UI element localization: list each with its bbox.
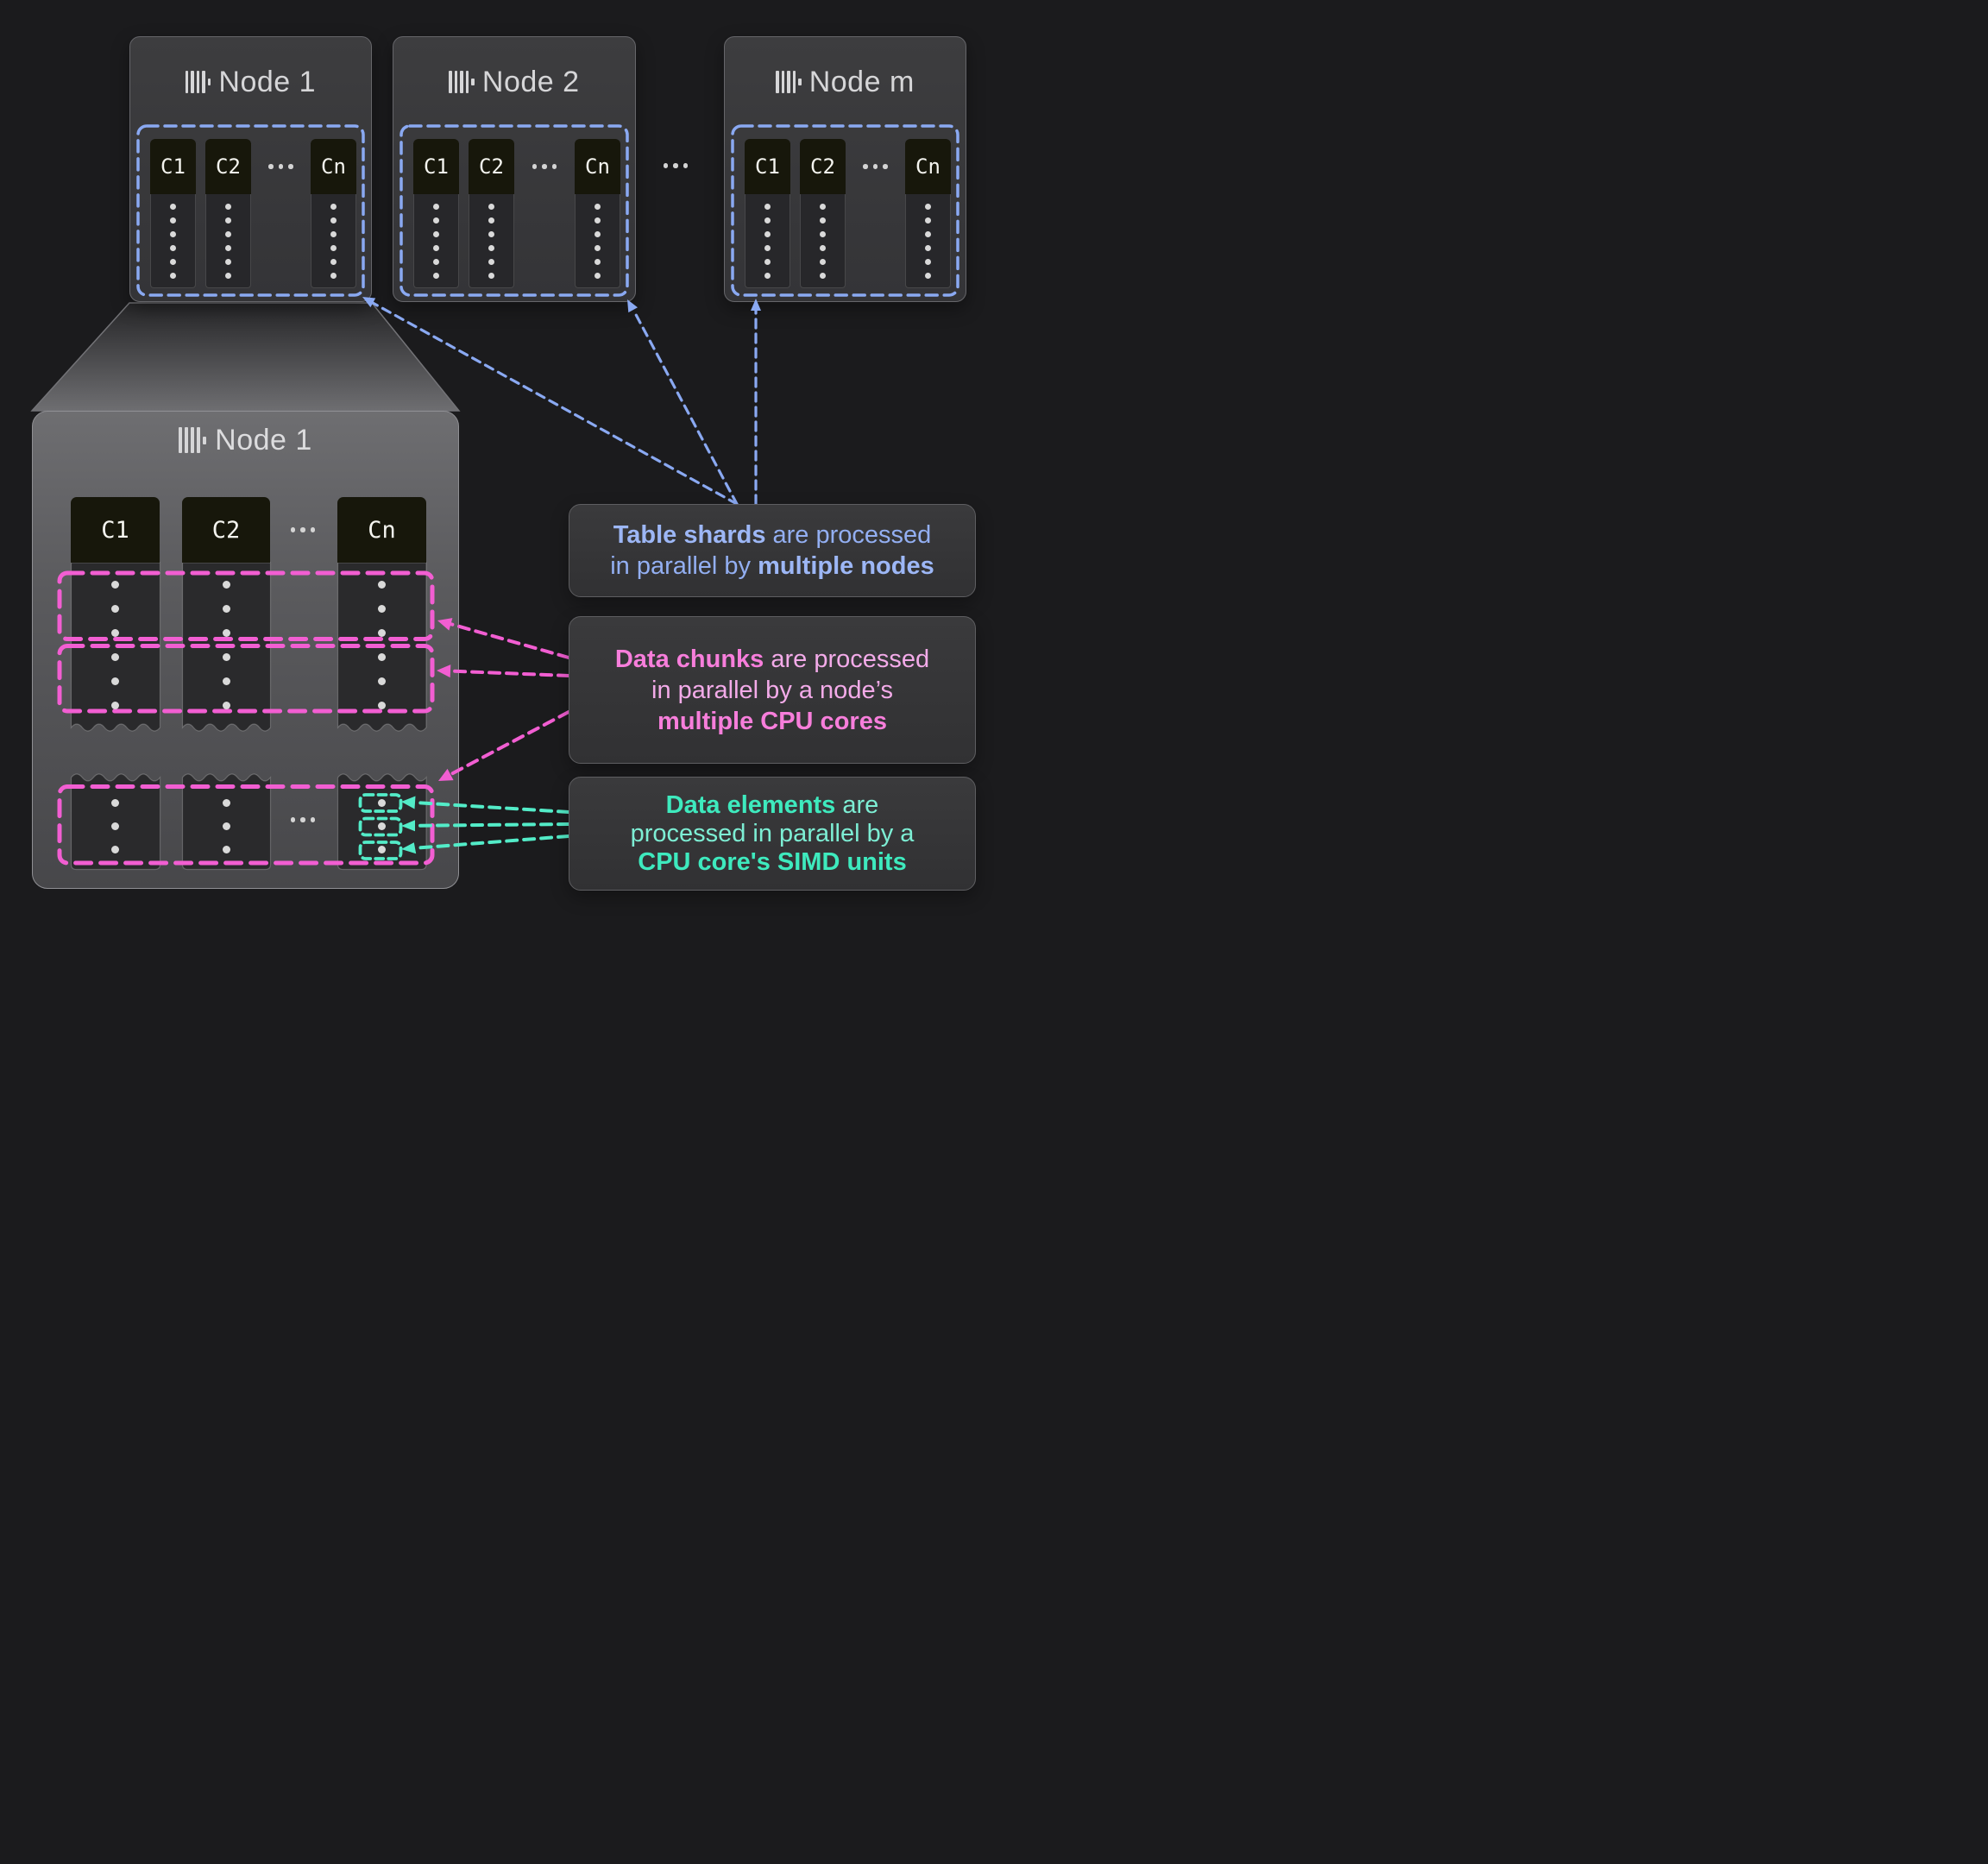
- column-data-dots: [746, 194, 790, 287]
- column-header: C1: [150, 139, 196, 194]
- zoom-funnel: [30, 302, 461, 412]
- callout-table-shards: Table shards are processed in parallel b…: [569, 504, 976, 597]
- callout-line: Table shards are processed: [613, 521, 932, 549]
- detail-node-title: Node 1: [32, 419, 459, 461]
- column-c2: C2: [469, 139, 514, 288]
- node-2-shard-area: C1 C2 Cn: [402, 127, 626, 294]
- clickhouse-logo-icon: [185, 71, 211, 93]
- node-1-shard-area: C1 C2 Cn: [139, 127, 362, 294]
- node-2-title: Node 2: [393, 37, 635, 127]
- column-header: C2: [800, 139, 846, 194]
- column-c1: C1: [745, 139, 790, 288]
- column-body: [311, 194, 356, 288]
- column-cn: Cn: [575, 139, 620, 288]
- column-header: C1: [413, 139, 459, 194]
- column-header: C2: [205, 139, 251, 194]
- detail-cn-dots: [337, 563, 426, 729]
- column-data-dots: [469, 194, 513, 287]
- chunk-arrows: [449, 622, 570, 777]
- columns-ellipsis-gap: [846, 139, 905, 288]
- clickhouse-logo-icon: [776, 71, 802, 93]
- nodes-ellipsis-dots: [663, 163, 689, 168]
- node-1: Node 1 C1 C2 Cn: [129, 36, 372, 302]
- ellipsis-dots: [532, 164, 557, 169]
- column-data-dots: [151, 194, 195, 287]
- detail-bottom-ellipsis-dots: [290, 817, 316, 822]
- column-c1: C1: [150, 139, 196, 288]
- node-title-label: Node 1: [215, 423, 312, 457]
- column-body: [745, 194, 790, 288]
- column-header: Cn: [311, 139, 356, 194]
- column-header: C2: [469, 139, 514, 194]
- callout-line: in parallel by a node’s: [651, 676, 893, 704]
- clickhouse-logo-icon: [179, 427, 207, 453]
- detail-c1-dots: [71, 563, 160, 729]
- detail-column-header-c2: C2: [182, 497, 270, 563]
- node-title-label: Node m: [808, 65, 915, 98]
- column-cn: Cn: [905, 139, 951, 288]
- columns-ellipsis-gap: [514, 139, 575, 288]
- node-m: Node m C1 C2 Cn: [724, 36, 966, 302]
- column-cn: Cn: [311, 139, 356, 288]
- detail-c1-bottom-dots: [71, 775, 160, 865]
- node-title-label: Node 2: [481, 65, 580, 98]
- diagram-canvas: Node 1 C1 C2 Cn Node 2: [0, 0, 994, 932]
- column-data-dots: [576, 194, 620, 287]
- column-body: [469, 194, 514, 288]
- column-header: Cn: [575, 139, 620, 194]
- columns-ellipsis-gap: [251, 139, 311, 288]
- column-data-dots: [801, 194, 845, 287]
- column-header: C1: [745, 139, 790, 194]
- detail-column-header-c1: C1: [71, 497, 160, 563]
- node-title-label: Node 1: [218, 65, 317, 98]
- column-data-dots: [906, 194, 950, 287]
- callout-line: Data chunks are processed: [614, 645, 930, 673]
- detail-column-header-cn: Cn: [337, 497, 426, 563]
- clickhouse-logo-icon: [449, 71, 475, 93]
- column-body: [150, 194, 196, 288]
- column-c2: C2: [800, 139, 846, 288]
- column-body: [205, 194, 251, 288]
- callout-line: CPU core's SIMD units: [638, 847, 907, 876]
- callout-line: multiple CPU cores: [657, 707, 887, 735]
- callout-data-elements: Data elements are processed in parallel …: [569, 777, 976, 891]
- callout-line: Data elements are: [665, 790, 879, 819]
- detail-cn-bottom-dots: [337, 775, 426, 865]
- callout-line: processed in parallel by a: [630, 819, 915, 847]
- detail-c2-bottom-dots: [182, 775, 270, 865]
- node-2: Node 2 C1 C2 Cn: [393, 36, 636, 302]
- callout-line: in parallel by multiple nodes: [610, 552, 934, 580]
- detail-c2-dots: [182, 563, 270, 729]
- callout-data-chunks: Data chunks are processed in parallel by…: [569, 616, 976, 764]
- ellipsis-dots: [268, 164, 293, 169]
- column-c1: C1: [413, 139, 459, 288]
- column-body: [575, 194, 620, 288]
- column-body: [800, 194, 846, 288]
- detail-columns-ellipsis-dots: [290, 527, 316, 532]
- column-data-dots: [311, 194, 355, 287]
- column-data-dots: [206, 194, 250, 287]
- node-1-title: Node 1: [130, 37, 371, 127]
- node-m-title: Node m: [725, 37, 966, 127]
- node-m-shard-area: C1 C2 Cn: [733, 127, 957, 294]
- column-c2: C2: [205, 139, 251, 288]
- column-body: [905, 194, 951, 288]
- column-body: [413, 194, 459, 288]
- column-data-dots: [414, 194, 458, 287]
- column-header: Cn: [905, 139, 951, 194]
- ellipsis-dots: [863, 164, 888, 169]
